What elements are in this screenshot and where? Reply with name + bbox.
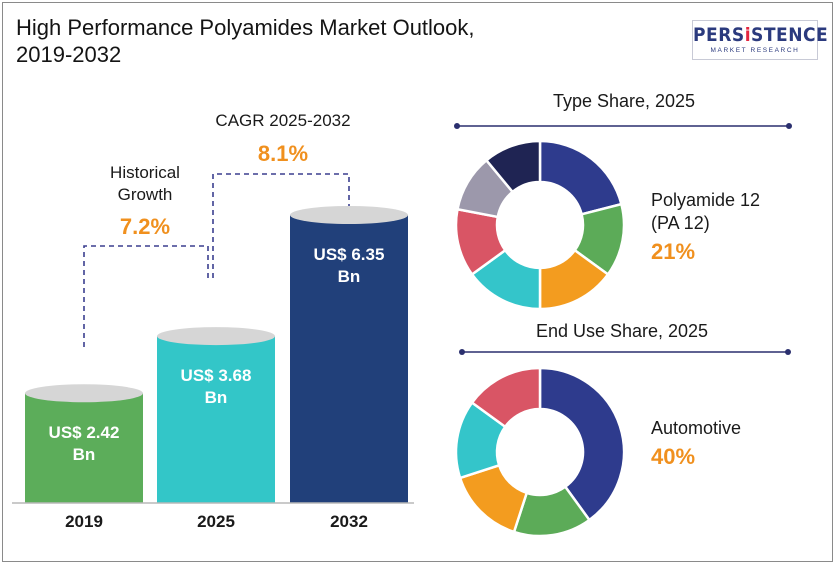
- bar-value-label-line1: US$ 6.35: [314, 245, 385, 264]
- cagr-connector: [212, 173, 350, 278]
- persistence-logo: PERSiSTENCE MARKET RESEARCH: [692, 20, 828, 60]
- logo-wordmark-part1: PERS: [693, 24, 745, 46]
- logo-wordmark: PERSiSTENCE: [693, 23, 828, 47]
- end-use-highlight-value: 40%: [651, 444, 695, 469]
- end-use-share-rule-dot-left: [459, 349, 465, 355]
- bar-2032: US$ 6.35 Bn: [290, 206, 408, 503]
- historical-growth-label-line2: Growth: [118, 185, 173, 204]
- bar-cap: [290, 206, 408, 224]
- type-share-section: Type Share, 2025 Polyamide 12 (PA 12) 21…: [454, 91, 792, 311]
- growth-annotations: Historical Growth 7.2% CAGR 2025-2032 8.…: [83, 111, 351, 347]
- bar-value-label-line2: Bn: [338, 267, 361, 286]
- chart-title-line2: 2019-2032: [16, 42, 122, 67]
- end-use-highlight-label: Automotive: [651, 418, 741, 438]
- end-use-share-title: End Use Share, 2025: [536, 321, 708, 341]
- type-highlight-label-line1: Polyamide 12: [651, 190, 760, 210]
- bar-cap: [25, 384, 143, 403]
- end-use-share-section: End Use Share, 2025 Automotive 40%: [454, 321, 791, 538]
- bar-value-label-line1: US$ 3.68: [181, 366, 252, 385]
- bar-2025: US$ 3.68 Bn: [157, 327, 275, 503]
- historical-growth-connector: [83, 245, 209, 347]
- bar-series: US$ 2.42 Bn US$ 3.68 Bn US$ 6.35 Bn: [25, 206, 408, 503]
- x-tick-label: 2025: [197, 512, 235, 531]
- donut-slice: [538, 139, 623, 216]
- end-use-share-rule-dot-right: [785, 349, 791, 355]
- bar-cap: [157, 327, 275, 346]
- cagr-label: CAGR 2025-2032: [215, 111, 350, 130]
- x-tick-label: 2019: [65, 512, 103, 531]
- bar-value-label-line1: US$ 2.42: [49, 423, 120, 442]
- chart-title: High Performance Polyamides Market Outlo…: [16, 14, 616, 68]
- donut-slice: [484, 139, 542, 194]
- bar-body: [290, 215, 408, 503]
- type-share-title: Type Share, 2025: [553, 91, 695, 111]
- logo-wordmark-part2: STENCE: [751, 24, 829, 46]
- historical-growth-label-line1: Historical: [110, 163, 180, 182]
- historical-growth-value: 7.2%: [120, 214, 170, 239]
- bar-value-label-line2: Bn: [205, 388, 228, 407]
- chart-title-line1: High Performance Polyamides Market Outlo…: [16, 15, 475, 40]
- type-share-rule-dot-right: [786, 123, 792, 129]
- type-share-donut: [454, 139, 626, 311]
- type-highlight-label-line2: (PA 12): [651, 213, 710, 233]
- end-use-share-donut: [454, 366, 626, 538]
- logo-tagline: MARKET RESEARCH: [710, 47, 800, 54]
- bar-value-label-line2: Bn: [73, 445, 96, 464]
- cagr-value: 8.1%: [258, 141, 308, 166]
- donut-slice: [538, 366, 626, 522]
- type-share-rule-dot-left: [454, 123, 460, 129]
- donut-slice: [470, 366, 542, 429]
- type-highlight-value: 21%: [651, 239, 695, 264]
- bar-body: [157, 336, 275, 503]
- x-tick-label: 2032: [330, 512, 368, 531]
- logo-wordmark-accent: i: [744, 24, 752, 46]
- bar-body: [25, 393, 143, 503]
- x-axis-ticks: 2019 2025 2032: [65, 512, 368, 531]
- bar-2019: US$ 2.42 Bn: [25, 384, 143, 503]
